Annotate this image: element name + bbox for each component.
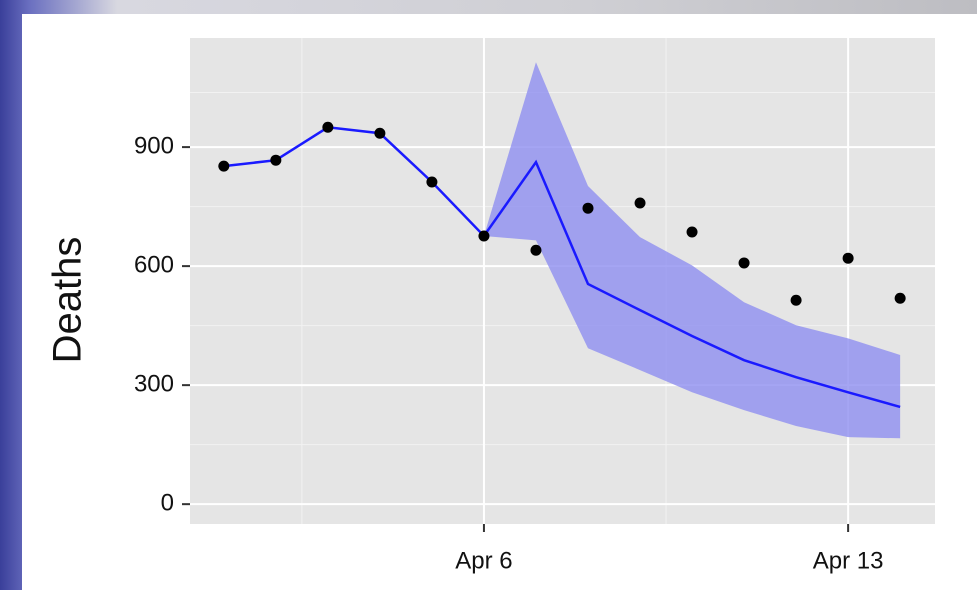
observed-point (843, 253, 854, 264)
x-tick-label: Apr 13 (813, 547, 884, 574)
y-tick-label: 300 (134, 370, 174, 397)
observed-point (218, 161, 229, 172)
observed-point (270, 155, 281, 166)
x-tick-label: Apr 6 (455, 547, 512, 574)
observed-point (895, 293, 906, 304)
page: Deaths 0300600900Apr 6Apr 13 (() => { co… (0, 0, 977, 590)
observed-point (687, 227, 698, 238)
observed-point (791, 295, 802, 306)
observed-point (582, 203, 593, 214)
y-tick-label: 900 (134, 132, 174, 159)
observed-point (426, 177, 437, 188)
observed-point (739, 257, 750, 268)
observed-point (530, 245, 541, 256)
observed-point (478, 230, 489, 241)
observed-point (635, 198, 646, 209)
chart: Deaths 0 300 600 900 Apr 6 Apr 13 (0, 0, 977, 590)
observed-point (322, 122, 333, 133)
y-tick-label: 600 (134, 251, 174, 278)
observed-point (374, 128, 385, 139)
y-tick-label: 0 (161, 490, 174, 517)
y-axis-label: Deaths (46, 237, 90, 364)
